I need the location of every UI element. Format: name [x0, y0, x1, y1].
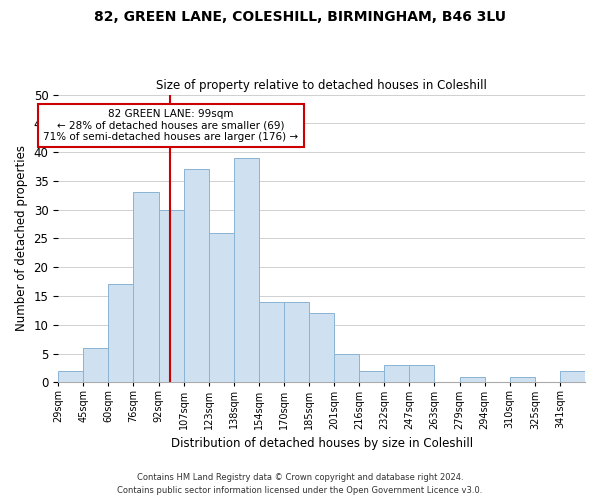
Text: 82, GREEN LANE, COLESHILL, BIRMINGHAM, B46 3LU: 82, GREEN LANE, COLESHILL, BIRMINGHAM, B… [94, 10, 506, 24]
Bar [234, 158, 259, 382]
Bar [384, 365, 409, 382]
Text: 82 GREEN LANE: 99sqm
← 28% of detached houses are smaller (69)
71% of semi-detac: 82 GREEN LANE: 99sqm ← 28% of detached h… [43, 109, 299, 142]
Bar [510, 376, 535, 382]
Bar [359, 371, 384, 382]
Bar [209, 232, 234, 382]
Bar [109, 284, 133, 382]
Bar [83, 348, 109, 382]
Bar [158, 210, 184, 382]
Bar [184, 170, 209, 382]
Bar [259, 302, 284, 382]
Bar [284, 302, 309, 382]
X-axis label: Distribution of detached houses by size in Coleshill: Distribution of detached houses by size … [170, 437, 473, 450]
Bar [334, 354, 359, 382]
Bar [309, 314, 334, 382]
Bar [560, 371, 585, 382]
Bar [133, 192, 158, 382]
Bar [58, 371, 83, 382]
Bar [460, 376, 485, 382]
Title: Size of property relative to detached houses in Coleshill: Size of property relative to detached ho… [156, 79, 487, 92]
Bar [409, 365, 434, 382]
Text: Contains HM Land Registry data © Crown copyright and database right 2024.
Contai: Contains HM Land Registry data © Crown c… [118, 474, 482, 495]
Y-axis label: Number of detached properties: Number of detached properties [15, 146, 28, 332]
